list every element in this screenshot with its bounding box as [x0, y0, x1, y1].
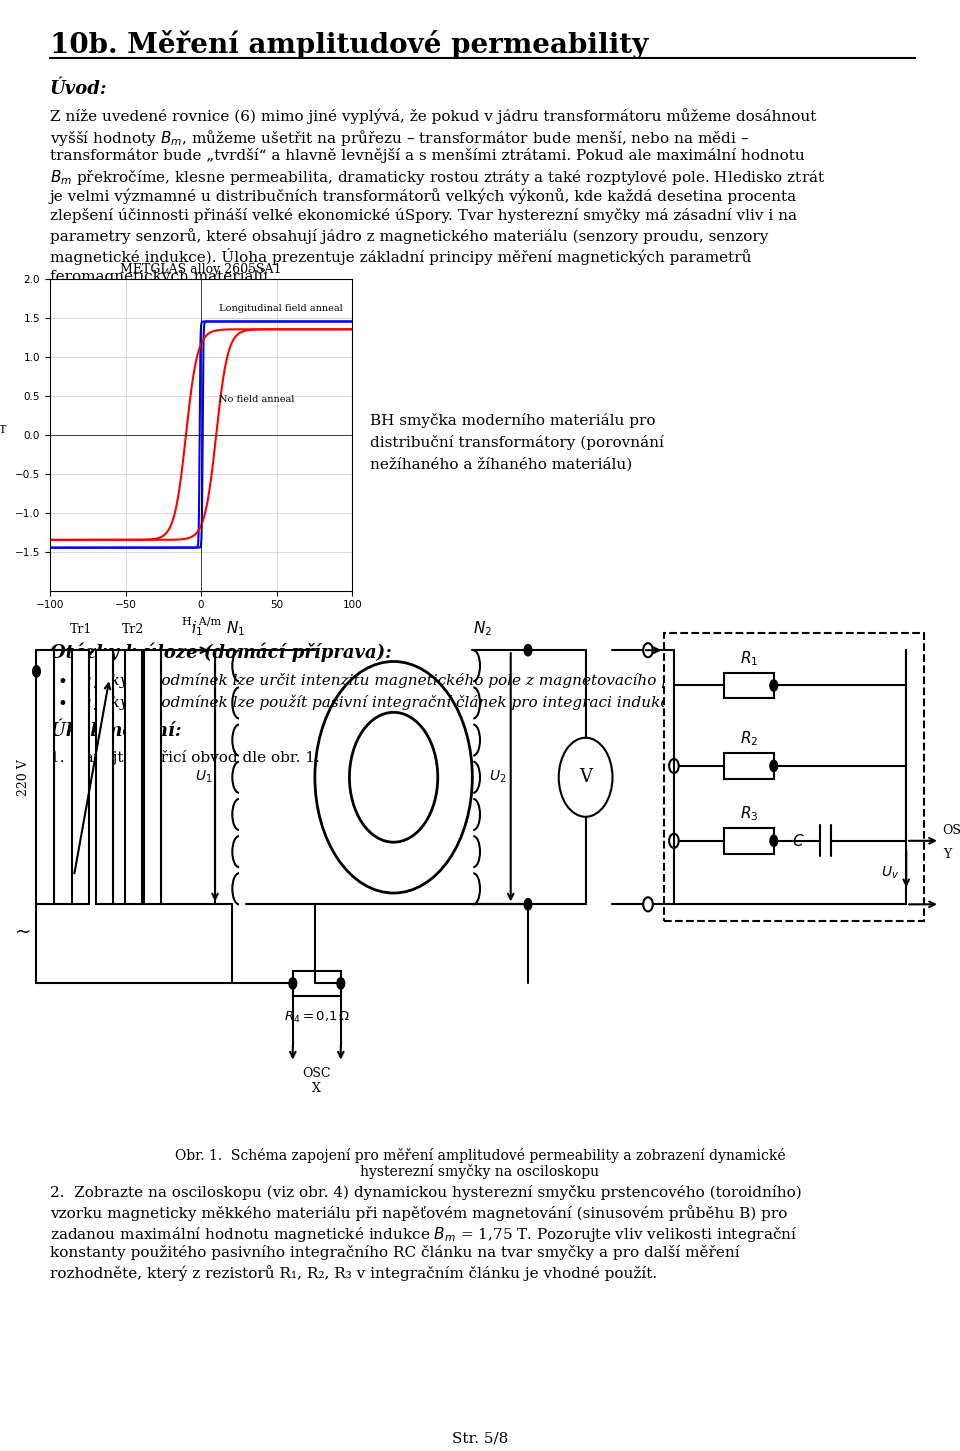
Text: je velmi výzmamné u distribučních transformátorů velkých výkonů, kde každá deset: je velmi výzmamné u distribučních transf… — [50, 189, 797, 205]
Text: Obr. 1.  Schéma zapojení pro měření amplitudové permeability a zobrazení dynamic: Obr. 1. Schéma zapojení pro měření ampli… — [175, 1148, 785, 1164]
Text: Str. 5/8: Str. 5/8 — [452, 1432, 508, 1447]
Text: OSC: OSC — [943, 824, 960, 837]
Text: Za jakých podmínek lze použít pasivní integrační článek pro integraci indukované: Za jakých podmínek lze použít pasivní in… — [72, 695, 787, 711]
X-axis label: H, A/m: H, A/m — [181, 615, 221, 625]
Text: magnetické indukce). Úloha prezentuje základní principy měření magnetických para: magnetické indukce). Úloha prezentuje zá… — [50, 248, 752, 266]
Text: zlepšení účinnosti přináší velké ekonomické úSpory. Tvar hysterezní smyčky má zá: zlepšení účinnosti přináší velké ekonomi… — [50, 207, 797, 223]
Text: distribuční transformátory (porovnání: distribuční transformátory (porovnání — [370, 435, 664, 450]
Text: rozhodněte, který z rezistorů R₁, R₂, R₃ v integračním článku je vhodné použít.: rozhodněte, který z rezistorů R₁, R₂, R₃… — [50, 1265, 658, 1281]
Text: V: V — [579, 768, 592, 786]
Text: $R_2$: $R_2$ — [739, 730, 758, 749]
Text: $U_1$: $U_1$ — [195, 769, 212, 785]
Text: $B_m$ překročíme, klesne permeabilita, dramaticky rostou ztráty a také rozptylov: $B_m$ překročíme, klesne permeabilita, d… — [50, 168, 826, 187]
Text: OSC
X: OSC X — [302, 1066, 331, 1094]
Text: $U_2$: $U_2$ — [489, 769, 506, 785]
Circle shape — [770, 681, 778, 691]
Circle shape — [770, 760, 778, 772]
Circle shape — [524, 898, 532, 910]
Text: $R_3$: $R_3$ — [739, 804, 758, 823]
Text: 1.  Zapojte měřicí obvod dle obr. 1.: 1. Zapojte měřicí obvod dle obr. 1. — [50, 750, 320, 765]
Text: feromagnetických materiálů.: feromagnetických materiálů. — [50, 268, 273, 284]
Title: METGLAS alloy 2605SA1: METGLAS alloy 2605SA1 — [120, 263, 282, 276]
Text: •: • — [58, 673, 68, 691]
Bar — [724, 673, 774, 698]
Text: $R_1$: $R_1$ — [739, 649, 758, 667]
Text: 10b. Měření amplitudové permeability: 10b. Měření amplitudové permeability — [50, 30, 648, 59]
Text: vzorku magneticky měkkého materiálu při napěťovém magnetování (sinusovém průběhu: vzorku magneticky měkkého materiálu při … — [50, 1204, 787, 1220]
Text: BH smyčka moderního materiálu pro: BH smyčka moderního materiálu pro — [370, 414, 656, 428]
Bar — [96, 650, 113, 904]
Text: No field anneal: No field anneal — [219, 395, 295, 403]
Text: 220 V: 220 V — [16, 759, 30, 795]
Text: Longitudinal field anneal: Longitudinal field anneal — [219, 305, 343, 313]
Bar — [36, 650, 54, 904]
Bar — [724, 753, 774, 779]
Y-axis label: B, T: B, T — [0, 425, 7, 435]
Text: Z níže uvedené rovnice (6) mimo jiné vyplývá, že pokud v jádru transformátoru mů: Z níže uvedené rovnice (6) mimo jiné vyp… — [50, 107, 816, 123]
Text: Tr1: Tr1 — [69, 624, 92, 636]
Text: $U_v$: $U_v$ — [880, 865, 899, 881]
Text: Y: Y — [943, 847, 951, 860]
Bar — [144, 650, 161, 904]
Text: hysterezní smyčky na osciloskopu: hysterezní smyčky na osciloskopu — [360, 1164, 600, 1180]
Bar — [293, 971, 341, 995]
Text: konstanty použitého pasivního integračního RC článku na tvar smyčky a pro další : konstanty použitého pasivního integrační… — [50, 1245, 739, 1259]
Text: nežíhaného a žíhaného materiálu): nežíhaného a žíhaného materiálu) — [370, 457, 633, 472]
Circle shape — [524, 644, 532, 656]
Circle shape — [770, 836, 778, 846]
Text: zadanou maximální hodnotu magnetické indukce $B_m$ = 1,75 T. Pozorujte vliv veli: zadanou maximální hodnotu magnetické ind… — [50, 1225, 798, 1244]
Text: parametry senzorů, které obsahují jádro z magnetického materiálu (senzory proudu: parametry senzorů, které obsahují jádro … — [50, 228, 768, 244]
Text: •: • — [58, 695, 68, 712]
Circle shape — [289, 978, 297, 990]
Text: Tr2: Tr2 — [122, 624, 145, 636]
Bar — [125, 650, 142, 904]
Bar — [724, 829, 774, 853]
Circle shape — [33, 666, 40, 678]
Text: Otázky k úloze (domácí příprava):: Otázky k úloze (domácí příprava): — [50, 643, 392, 663]
Text: $R_4 = 0{,}1\,\Omega$: $R_4 = 0{,}1\,\Omega$ — [283, 1010, 350, 1026]
Text: Za jakých podmínek lze určit intenzitu magnetického pole z magnetovacího proudu?: Za jakých podmínek lze určit intenzitu m… — [72, 673, 725, 689]
Text: $i_1$: $i_1$ — [191, 620, 203, 638]
Text: transformátor bude „tvrdší“ a hlavně levnější a s menšími ztrátami. Pokud ale ma: transformátor bude „tvrdší“ a hlavně lev… — [50, 148, 804, 163]
Text: Úvod:: Úvod: — [50, 80, 108, 99]
Text: 2.  Zobrazte na osciloskopu (viz obr. 4) dynamickou hysterezní smyčku prstencové: 2. Zobrazte na osciloskopu (viz obr. 4) … — [50, 1185, 802, 1200]
Text: Úkol měření:: Úkol měření: — [50, 723, 181, 740]
Text: $C$: $C$ — [792, 833, 804, 849]
Text: vyšší hodnoty $B_m$, můžeme ušetřit na průřezu – transformátor bude menší, nebo : vyšší hodnoty $B_m$, můžeme ušetřit na p… — [50, 128, 749, 148]
Text: $N_2$: $N_2$ — [473, 620, 492, 638]
Text: ~: ~ — [14, 923, 32, 942]
Text: $N_1$: $N_1$ — [226, 620, 245, 638]
Circle shape — [337, 978, 345, 990]
Bar — [664, 633, 924, 921]
Bar — [72, 650, 89, 904]
